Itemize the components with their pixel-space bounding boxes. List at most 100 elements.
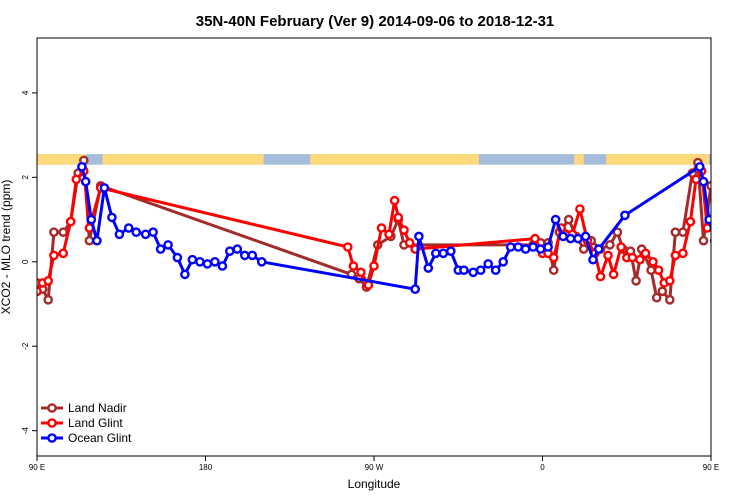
x-tick-label: 0 xyxy=(540,463,545,472)
data-point xyxy=(563,214,574,225)
land-band-segment xyxy=(102,154,264,165)
data-point xyxy=(620,210,630,221)
land-band-segment xyxy=(606,154,710,165)
data-point xyxy=(438,248,449,259)
data-point xyxy=(704,214,711,225)
data-point xyxy=(404,237,415,248)
land-band-segment xyxy=(37,154,86,165)
data-point xyxy=(653,265,664,276)
data-point xyxy=(84,235,95,246)
legend-item: Land Nadir xyxy=(41,401,127,415)
data-point xyxy=(513,242,524,252)
data-point xyxy=(423,263,434,273)
legend-marker xyxy=(47,403,57,413)
x-axis-label: Longitude xyxy=(348,477,401,491)
series-ocean-glint xyxy=(77,161,750,295)
y-axis: -4 -2 0 2 4 xyxy=(21,90,37,434)
data-point xyxy=(483,259,494,269)
data-point xyxy=(210,256,220,267)
data-point xyxy=(369,261,379,271)
chart-title: 35N-40N February (Ver 9) 2014-09-06 to 2… xyxy=(196,13,555,30)
data-point xyxy=(548,265,559,276)
data-point xyxy=(187,254,198,265)
data-point xyxy=(670,227,681,237)
y-tick-label: 4 xyxy=(21,90,30,95)
data-point xyxy=(588,254,598,265)
data-point xyxy=(646,265,656,276)
data-point xyxy=(734,231,741,238)
data-point xyxy=(627,252,638,263)
x-axis: 90 E 180 90 W 0 90 E xyxy=(29,456,719,472)
data-point xyxy=(49,250,59,261)
data-point xyxy=(65,216,76,227)
data-point xyxy=(43,275,54,286)
data-point xyxy=(490,265,501,276)
data-point xyxy=(535,244,546,254)
data-point xyxy=(217,261,228,271)
data-point xyxy=(389,195,400,206)
land-ocean-band xyxy=(37,154,711,165)
data-point xyxy=(575,204,585,214)
land-band-segment xyxy=(310,154,479,165)
data-point xyxy=(393,212,404,223)
data-point xyxy=(616,242,626,252)
series-land-glint xyxy=(37,166,711,297)
data-point xyxy=(578,244,589,254)
data-point xyxy=(698,176,709,187)
data-point xyxy=(543,242,553,252)
data-point xyxy=(651,292,662,303)
data-point xyxy=(743,224,750,231)
data-point xyxy=(709,237,711,244)
data-point xyxy=(123,223,134,233)
legend-label: Land Nadir xyxy=(68,401,127,415)
data-point xyxy=(86,214,97,225)
legend-label: Land Glint xyxy=(68,416,123,430)
y-axis-label: XCO2 - MLO trend (ppm) xyxy=(0,180,13,315)
data-point xyxy=(665,275,675,286)
data-point xyxy=(155,244,166,254)
data-point xyxy=(399,225,409,235)
data-point xyxy=(239,250,250,261)
data-point xyxy=(71,174,82,185)
data-point xyxy=(410,284,421,295)
data-point xyxy=(698,235,709,246)
data-point xyxy=(195,256,205,267)
data-point xyxy=(665,294,675,305)
data-point xyxy=(520,244,531,254)
legend-marker xyxy=(47,433,57,443)
data-point xyxy=(77,161,87,172)
data-point xyxy=(648,256,658,267)
y-tick-label: -4 xyxy=(21,427,30,435)
data-point xyxy=(459,265,469,276)
data-point xyxy=(376,223,387,233)
y-tick-label: 2 xyxy=(21,175,30,180)
data-point xyxy=(348,261,359,271)
data-point xyxy=(256,256,267,267)
data-point xyxy=(58,248,69,259)
data-point xyxy=(224,246,235,256)
x-tick-label: 180 xyxy=(199,463,213,472)
data-point xyxy=(384,229,394,240)
data-point xyxy=(414,231,424,242)
data-point xyxy=(678,248,688,259)
data-point xyxy=(107,212,117,223)
data-point xyxy=(131,227,141,237)
data-point xyxy=(505,242,516,252)
data-point xyxy=(706,181,711,191)
data-point xyxy=(342,242,353,252)
legend-item: Ocean Glint xyxy=(41,431,132,445)
data-point xyxy=(148,227,158,237)
data-point xyxy=(43,294,54,305)
data-point xyxy=(612,227,623,237)
data-point xyxy=(550,214,561,225)
data-point xyxy=(247,250,258,261)
data-point xyxy=(595,271,606,282)
x-tick-label: 90 E xyxy=(703,463,719,472)
data-point xyxy=(657,286,668,297)
data-point xyxy=(605,240,615,250)
data-point xyxy=(445,246,456,256)
data-point xyxy=(172,252,183,263)
y-tick-label: -2 xyxy=(21,342,30,350)
